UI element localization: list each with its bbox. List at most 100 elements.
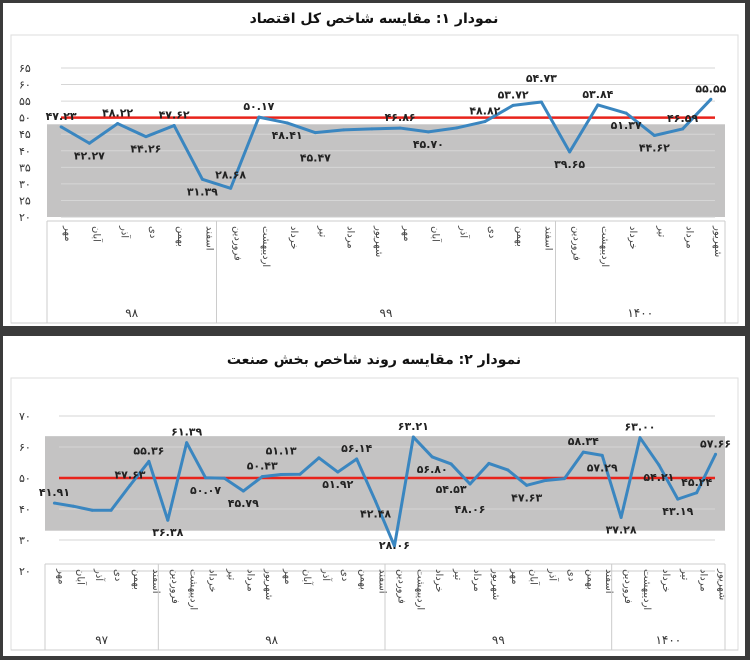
data-label: ۶۱.۳۹	[171, 426, 202, 439]
month-label: بهمن	[175, 226, 186, 247]
data-point	[90, 508, 94, 512]
month-label: دی	[339, 569, 350, 581]
data-point	[411, 435, 415, 439]
month-label: فروردین	[622, 569, 633, 604]
month-label: آبان	[429, 226, 442, 243]
data-point	[652, 133, 656, 137]
data-point	[539, 100, 543, 104]
month-label: اردیبهشت	[414, 569, 425, 610]
data-point	[568, 150, 572, 154]
y-tick-label: ۶۵	[19, 62, 31, 75]
data-label: ۵۶.۸۰	[417, 463, 448, 476]
data-label: ۵۳.۸۴	[582, 88, 613, 101]
data-label: ۴۷.۶۳	[511, 491, 542, 504]
data-point	[185, 441, 189, 445]
y-tick-label: ۴۵	[19, 128, 31, 141]
y-tick-label: ۷۰	[19, 410, 31, 423]
month-label: فروردین	[571, 226, 582, 261]
data-point	[374, 499, 378, 503]
data-point	[279, 472, 283, 476]
month-label: مهر	[282, 568, 293, 584]
year-label: ۹۸	[265, 633, 278, 647]
month-label: مهر	[401, 225, 412, 241]
data-label: ۴۳.۱۹	[662, 505, 693, 518]
data-label: ۵۴.۲۱	[643, 471, 674, 484]
data-label: ۵۷.۲۹	[587, 461, 618, 474]
month-label: شهریور	[717, 568, 728, 600]
data-label: ۴۶.۸۶	[385, 111, 416, 124]
month-label: آذر	[320, 568, 333, 582]
data-point	[676, 497, 680, 501]
data-point	[562, 477, 566, 481]
data-point	[681, 127, 685, 131]
data-label: ۶۳.۰۰	[624, 421, 655, 434]
data-point	[487, 461, 491, 465]
data-label: ۵۵.۵۵	[695, 82, 726, 95]
year-label: ۹۸	[125, 306, 138, 320]
data-label: ۵۶.۱۴	[341, 442, 372, 455]
data-point	[392, 544, 396, 548]
year-label: ۹۹	[380, 306, 393, 320]
y-tick-label: ۵۵	[19, 95, 31, 108]
data-point	[638, 436, 642, 440]
data-label: ۴۱.۹۱	[39, 486, 70, 499]
chart-2-svg: ۲۰ ۳۰ ۴۰ ۵۰ ۶۰ ۷۰ ۴۱.۹۱ ۴۷.۶۳ ۵۵.۳۶ ۳۶.۳۸ ۶۱.۳۹ ۵۰.…	[10, 377, 739, 651]
data-point	[342, 128, 346, 132]
chart-1-svg: ۲۰ ۲۵ ۳۰ ۳۵ ۴۰ ۴۵ ۵۰ ۵۵ ۶۰ ۶۵ ۴۷.۲۳ ۴۲.۲۷ ۴۸.۲۲ ۴۴.۲۶…	[10, 34, 739, 324]
data-label: ۵۴.۵۳	[436, 483, 467, 496]
data-label: ۵۷.۶۶	[700, 437, 731, 450]
month-label: اردیبهشت	[641, 569, 652, 610]
month-label: اردیبهشت	[599, 226, 610, 267]
data-label: ۳۷.۲۸	[606, 523, 637, 536]
chart-panel-1: نمودار ۱: مقایسه شاخص کل اقتصاد ۲۰ ۲۵ ۳۰ ۳۵…	[3, 3, 745, 326]
month-label: فروردین	[232, 226, 243, 261]
chart-title-1: نمودار ۱: مقایسه شاخص کل اقتصاد	[249, 11, 499, 27]
data-point	[695, 491, 699, 495]
data-label: ۴۵.۷۹	[228, 497, 259, 510]
data-point	[483, 120, 487, 124]
y-tick-label: ۶۰	[19, 79, 31, 92]
data-point	[709, 97, 713, 101]
year-label: ۹۷	[95, 633, 108, 647]
month-label: فروردین	[169, 569, 180, 604]
data-label: ۴۴.۲۶	[130, 143, 161, 156]
data-point	[128, 483, 132, 487]
month-label: آذر	[458, 225, 471, 239]
series-line	[60, 98, 712, 190]
y-tick-label: ۲۵	[19, 194, 31, 207]
data-label: ۳۶.۳۸	[152, 526, 183, 539]
data-label: ۴۶.۵۹	[667, 112, 698, 125]
series-line	[54, 435, 717, 548]
data-label: ۴۵.۲۴	[681, 476, 712, 489]
month-label: شهریور	[263, 568, 274, 600]
data-point	[166, 518, 170, 522]
data-label: ۵۰.۱۷	[243, 100, 274, 113]
y-tick-label: ۵۰	[19, 112, 31, 125]
data-point	[355, 457, 359, 461]
data-label: ۳۱.۳۹	[187, 185, 218, 198]
month-label: آبان	[90, 226, 103, 243]
data-label: ۵۴.۷۳	[526, 72, 557, 85]
data-point	[229, 186, 233, 190]
month-label: بهمن	[514, 226, 525, 247]
month-label: تیر	[452, 568, 463, 581]
data-label: ۴۲.۲۷	[74, 149, 105, 162]
month-label: مهر	[509, 568, 520, 584]
month-label: تیر	[655, 225, 666, 238]
data-label: ۵۳.۷۲	[498, 88, 529, 101]
data-point	[260, 475, 264, 479]
y-tick-label: ۲۰	[19, 211, 31, 224]
data-point	[172, 124, 176, 128]
month-label: بهمن	[584, 569, 595, 590]
data-label: ۴۵.۴۷	[300, 152, 331, 165]
data-point	[426, 130, 430, 134]
data-point	[116, 122, 120, 126]
data-point	[581, 450, 585, 454]
month-label: اردیبهشت	[260, 226, 271, 267]
data-point	[71, 504, 75, 508]
month-label: مرداد	[471, 569, 482, 592]
y-tick-label: ۴۰	[19, 145, 31, 158]
data-label: ۴۷.۶۳	[114, 468, 145, 481]
month-label: بهمن	[358, 569, 369, 590]
data-label: ۵۰.۴۳	[247, 460, 278, 473]
